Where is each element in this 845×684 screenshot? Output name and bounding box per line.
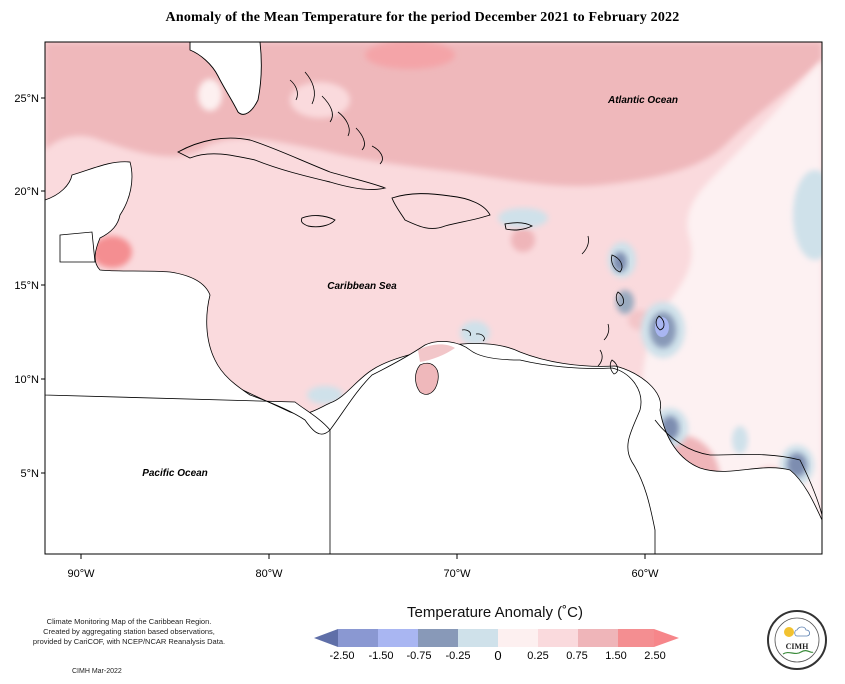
lat-tick-label: 10°N [14,374,39,386]
legend-label: 0 [494,648,501,663]
credit-line: provided by CariCOF, with NCEP/NCAR Rean… [32,637,226,646]
place-label-pacific: Pacific Ocean [142,468,208,479]
lon-tick-label: 70°W [443,568,471,580]
lon-axis: 90°W 80°W 70°W 60°W [67,554,659,580]
legend-swatch [418,629,458,647]
legend-title: Temperature Anomaly (˚C) [407,604,583,621]
cool-spot-barbados-core [655,317,669,337]
legend-swatch [538,629,578,647]
lon-tick-label: 90°W [67,568,95,580]
lon-tick-label: 60°W [631,568,659,580]
central-america-land [45,161,331,435]
cool-spot-panama [307,386,343,404]
credit-date: CIMH Mar-2022 [72,668,122,675]
place-label-caribbean: Caribbean Sea [327,281,397,292]
jamaica [300,215,336,228]
legend-swatch [338,629,378,647]
south-america-land [329,340,656,554]
neutral-spot-florida [198,79,222,111]
legend-label: 0.75 [566,650,587,662]
lake-maracaibo [415,362,439,395]
credit-line: Created by aggregating station based obs… [43,627,215,636]
cool-spot-east [793,170,822,260]
cool-spot-stlucia [616,290,634,314]
legend-labels: -2.50 -1.50 -0.75 -0.25 0 0.25 0.75 1.50… [329,648,665,663]
florida [189,42,262,115]
guajira-pink [418,344,455,362]
place-label-atlantic: Atlantic Ocean [607,95,678,106]
abc-islands [461,329,485,342]
cuba [177,137,387,191]
warm-spot-pr [511,228,535,252]
warm-spot-belize [92,236,132,268]
legend-label: -1.50 [368,650,393,662]
warm-spot-gulf [365,42,455,69]
legend-swatch [618,629,654,647]
logo-text: CIMH [785,642,809,651]
lat-tick-label: 25°N [14,93,39,105]
legend-swatch [378,629,418,647]
lat-axis: 25°N 20°N 15°N 10°N 5°N [14,93,45,480]
logo-emblem-icon [774,617,820,663]
credit-line: Climate Monitoring Map of the Caribbean … [46,617,212,626]
legend-colorbar [314,629,679,647]
lat-tick-label: 5°N [21,468,40,480]
legend-label: -2.50 [329,650,354,662]
bahamas [289,71,383,165]
lat-tick-label: 20°N [14,186,39,198]
map-title: Anomaly of the Mean Temperature for the … [165,10,680,25]
lat-tick-label: 15°N [14,280,39,292]
guiana-land [654,419,822,516]
lesser-antilles [581,235,665,375]
legend-swatch-high-arrow [654,629,679,647]
cool-spot-curacao [460,321,490,345]
cool-spot-french-guiana-core [787,453,807,477]
legend-swatch [458,629,498,647]
plot-frame [44,41,823,555]
legend-label: -0.75 [406,650,431,662]
cimh-logo: CIMH [767,610,827,670]
cool-spot-interior [732,426,748,454]
belize-border [59,231,96,263]
legend-swatch [578,629,618,647]
lon-tick-label: 80°W [255,568,283,580]
legend-label: 2.50 [644,650,665,662]
credit-text: Climate Monitoring Map of the Caribbean … [14,617,244,647]
legend-label: 1.50 [605,650,626,662]
legend-swatch [498,629,538,647]
neutral-spot-bahamas [290,82,350,118]
puerto-rico [504,222,533,231]
hispaniola [391,193,491,229]
legend-label: -0.25 [445,650,470,662]
legend-swatch-low-arrow [314,629,338,647]
legend-label: 0.25 [527,650,548,662]
